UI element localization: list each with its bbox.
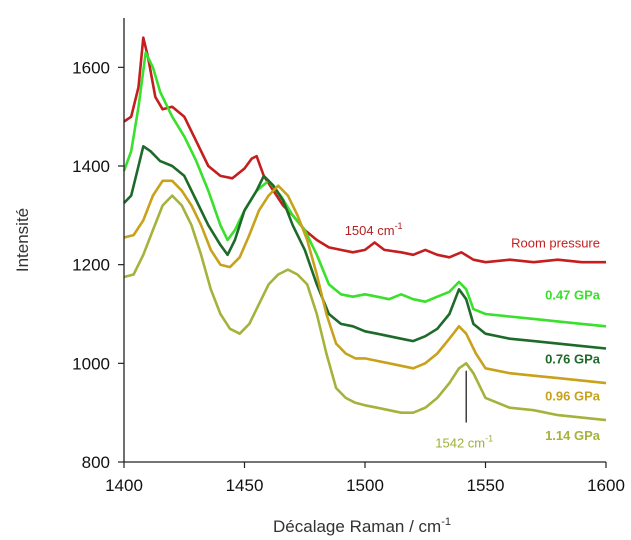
x-tick-label: 1500 bbox=[346, 476, 384, 495]
series-line-1 bbox=[122, 51, 607, 328]
x-tick-label: 1450 bbox=[226, 476, 264, 495]
series-label-1: 0.47 GPa bbox=[545, 287, 601, 302]
annotations: 1504 cm-1 1542 cm-1 bbox=[345, 221, 493, 450]
annotation-label-1: 1542 cm-1 bbox=[435, 433, 493, 450]
series-line-2 bbox=[123, 145, 607, 350]
y-tick-label: 1600 bbox=[72, 58, 110, 77]
x-tick-label: 1400 bbox=[105, 476, 143, 495]
series-label-0: Room pressure bbox=[511, 235, 600, 250]
series-labels: Room pressure 0.47 GPa 0.76 GPa 0.96 GPa 1.1… bbox=[511, 235, 601, 442]
x-axis-ticks: 1400 1450 1500 1550 1600 bbox=[105, 462, 625, 495]
series-label-4: 1.14 GPa bbox=[545, 428, 601, 443]
plot-area bbox=[122, 36, 607, 422]
y-tick-label: 1200 bbox=[72, 256, 110, 275]
y-tick-label: 800 bbox=[82, 453, 110, 472]
y-axis-ticks: 800 1000 1200 1400 1600 bbox=[72, 58, 124, 472]
x-axis-title: Décalage Raman / cm-1 bbox=[273, 516, 451, 536]
y-tick-label: 1000 bbox=[72, 354, 110, 373]
annotation-label-0: 1504 cm-1 bbox=[345, 221, 403, 238]
series-line-3 bbox=[123, 179, 607, 385]
x-tick-label: 1600 bbox=[587, 476, 625, 495]
series-line-4 bbox=[123, 194, 607, 422]
series-label-2: 0.76 GPa bbox=[545, 351, 601, 366]
y-tick-label: 1400 bbox=[72, 157, 110, 176]
x-tick-label: 1550 bbox=[467, 476, 505, 495]
series-label-3: 0.96 GPa bbox=[545, 388, 601, 403]
y-axis-title: Intensité bbox=[13, 208, 32, 272]
